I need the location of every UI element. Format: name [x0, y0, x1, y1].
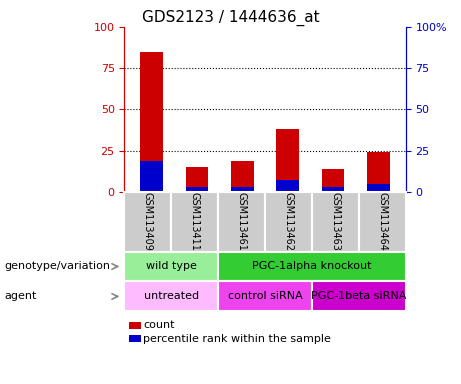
Bar — [367, 184, 390, 192]
Text: GSM113462: GSM113462 — [284, 192, 294, 251]
Text: GSM113409: GSM113409 — [143, 192, 153, 251]
Bar — [367, 152, 390, 192]
Text: wild type: wild type — [146, 262, 197, 271]
Bar — [140, 161, 163, 192]
Bar — [186, 187, 208, 192]
Bar — [322, 169, 344, 192]
Bar — [186, 167, 208, 192]
Text: GDS2123 / 1444636_at: GDS2123 / 1444636_at — [142, 10, 319, 26]
Text: PGC-1alpha knockout: PGC-1alpha knockout — [252, 262, 372, 271]
Text: PGC-1beta siRNA: PGC-1beta siRNA — [311, 291, 407, 301]
Text: untreated: untreated — [144, 291, 199, 301]
Text: genotype/variation: genotype/variation — [5, 262, 111, 271]
Text: GSM113464: GSM113464 — [377, 192, 387, 251]
Bar — [140, 52, 163, 192]
Bar — [231, 187, 254, 192]
Bar — [322, 187, 344, 192]
Text: percentile rank within the sample: percentile rank within the sample — [143, 334, 331, 344]
Text: count: count — [143, 320, 174, 330]
Bar — [277, 180, 299, 192]
Text: GSM113461: GSM113461 — [236, 192, 247, 251]
Bar — [277, 129, 299, 192]
Text: control siRNA: control siRNA — [228, 291, 302, 301]
Bar — [231, 161, 254, 192]
Text: GSM113411: GSM113411 — [190, 192, 200, 251]
Text: agent: agent — [5, 291, 37, 301]
Text: GSM113463: GSM113463 — [331, 192, 340, 251]
